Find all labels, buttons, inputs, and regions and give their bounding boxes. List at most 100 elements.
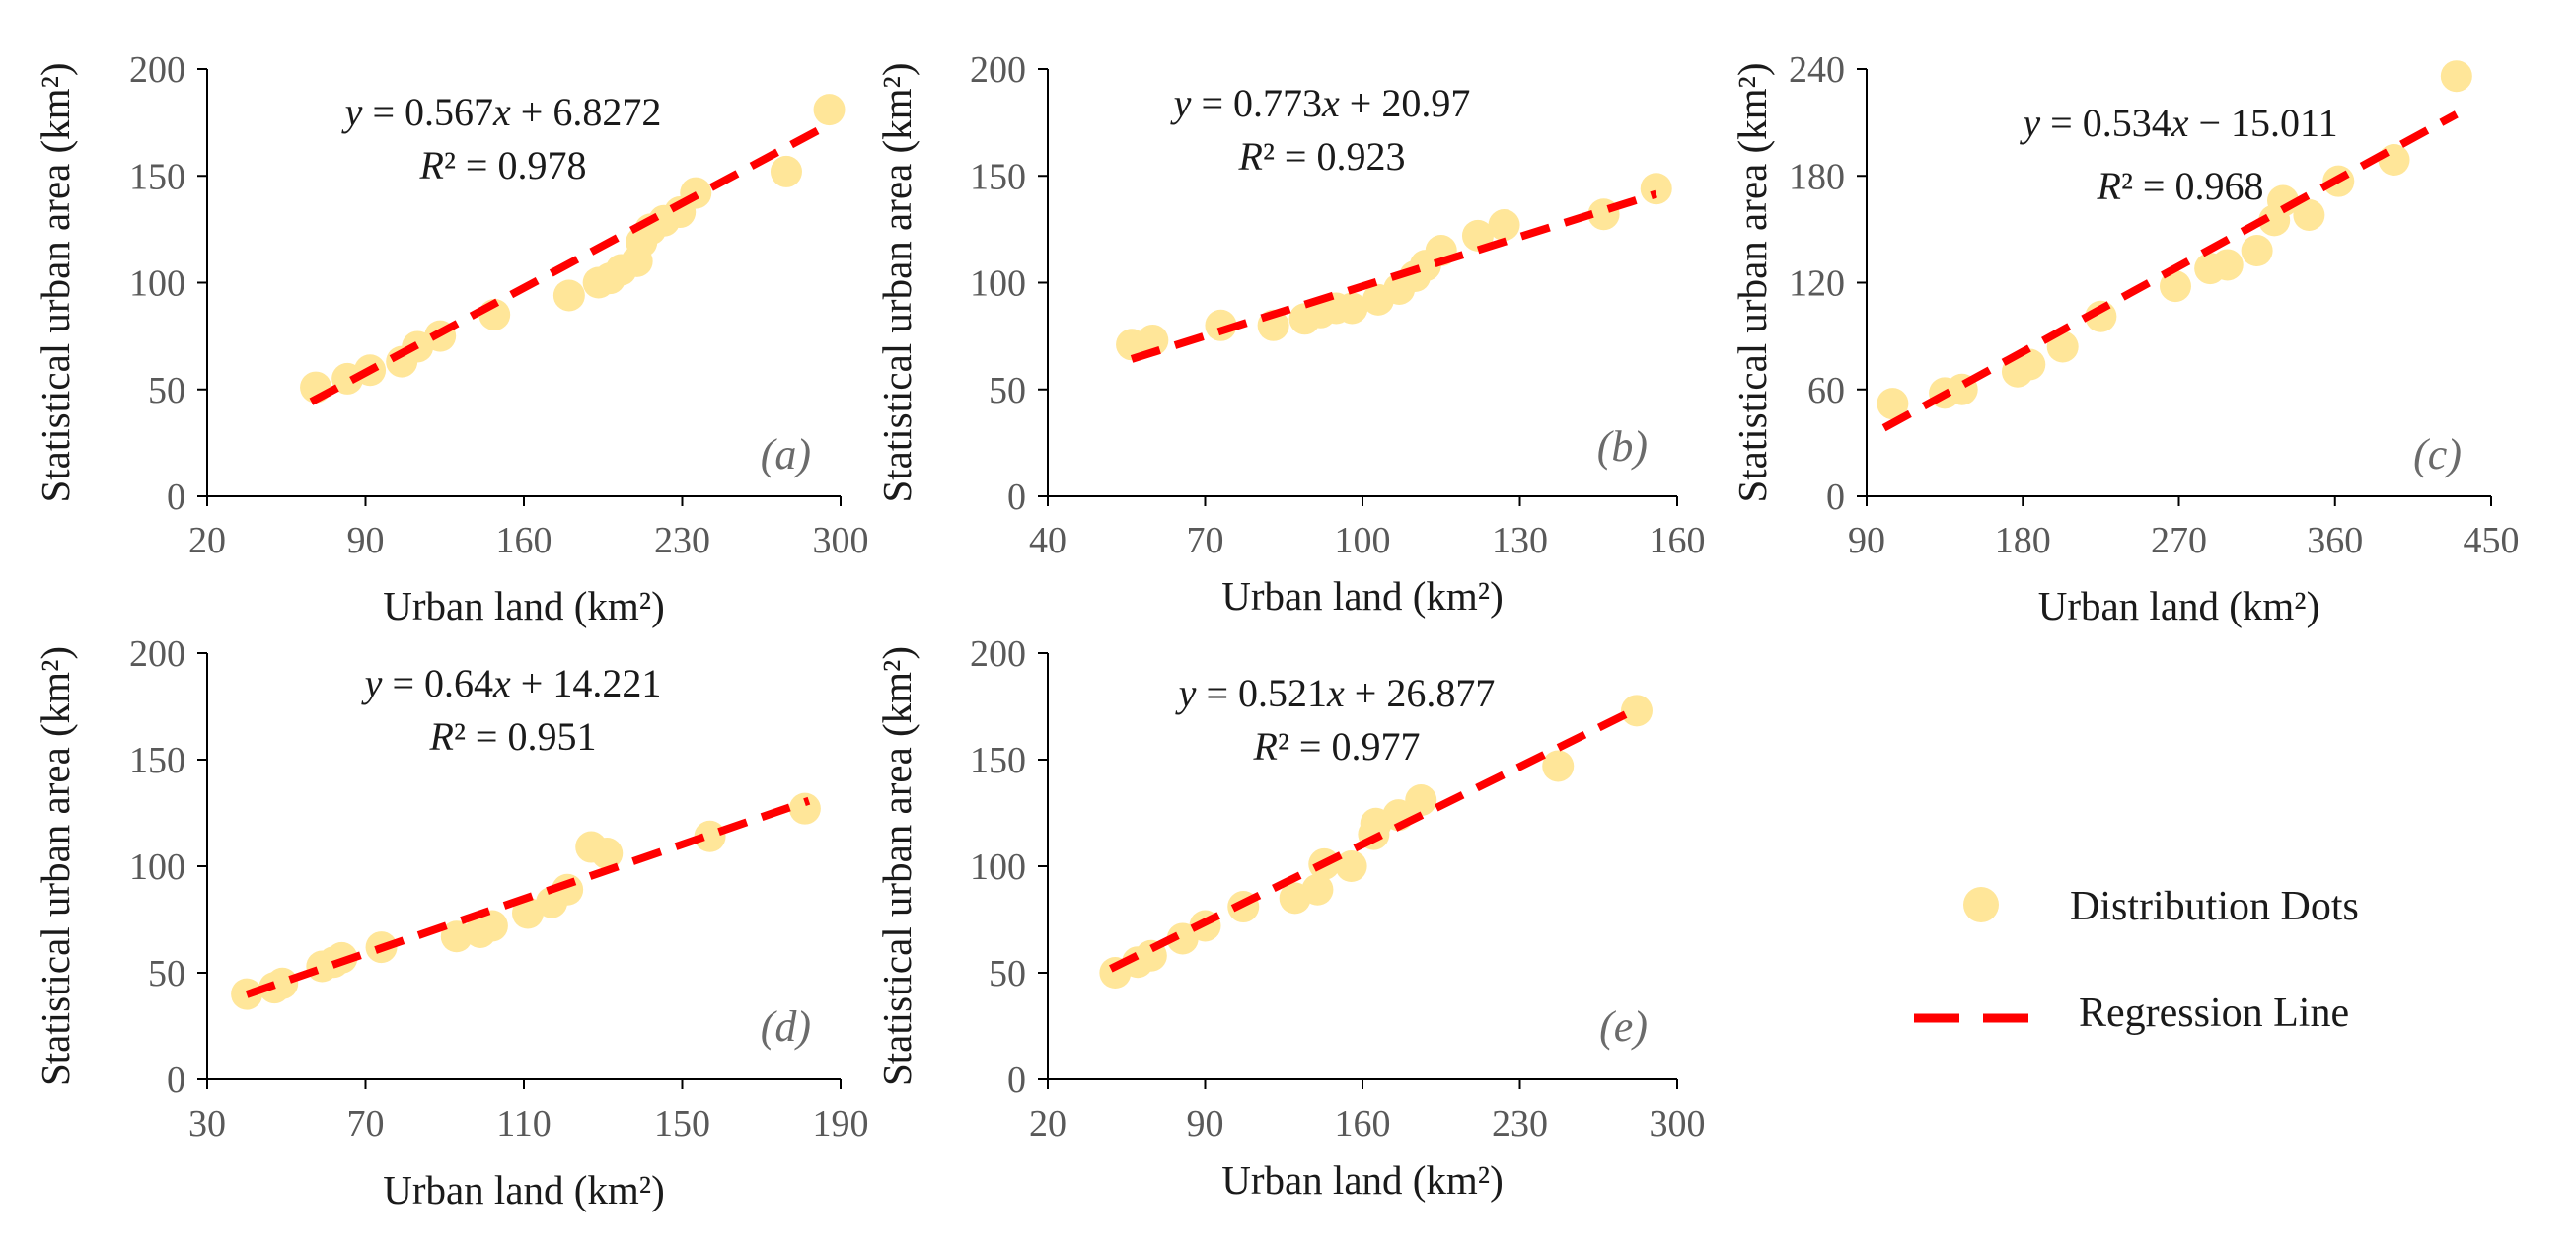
regression-line bbox=[245, 796, 811, 998]
regression-line bbox=[1109, 705, 1639, 973]
panel-label: (d) bbox=[761, 1002, 811, 1051]
y-axis-label: Statistical urban area (km²) bbox=[874, 62, 920, 502]
r-squared: R² = 0.923 bbox=[1238, 134, 1406, 179]
x-tick-label: 160 bbox=[496, 520, 552, 561]
y-tick-label: 50 bbox=[148, 370, 185, 411]
data-point bbox=[1336, 292, 1368, 325]
x-tick-label: 300 bbox=[813, 520, 869, 561]
y-tick-label: 50 bbox=[148, 953, 185, 994]
y-tick-label: 150 bbox=[129, 156, 185, 197]
r-squared: R² = 0.968 bbox=[2097, 164, 2264, 208]
x-tick-label: 190 bbox=[813, 1103, 869, 1144]
regression-line bbox=[309, 120, 832, 405]
x-tick-label: 40 bbox=[1029, 520, 1067, 561]
data-point bbox=[552, 279, 585, 312]
x-tick-label: 30 bbox=[188, 1103, 226, 1144]
x-tick-label: 20 bbox=[1029, 1103, 1067, 1144]
panel-label: (b) bbox=[1597, 422, 1648, 471]
data-point bbox=[2241, 235, 2273, 267]
data-point bbox=[591, 838, 624, 870]
regression-equation: y = 0.64x + 14.221 bbox=[361, 661, 662, 705]
y-tick-label: 150 bbox=[129, 740, 185, 781]
data-point bbox=[1137, 324, 1169, 356]
y-axis-label: Statistical urban area (km²) bbox=[33, 62, 78, 502]
regression-equation: y = 0.534x − 15.011 bbox=[2019, 101, 2337, 145]
regression-equation: y = 0.521x + 26.877 bbox=[1175, 671, 1496, 715]
x-tick-label: 360 bbox=[2307, 520, 2363, 561]
x-axis-label: Urban land (km²) bbox=[383, 583, 665, 628]
data-point bbox=[1620, 695, 1653, 727]
y-tick-label: 200 bbox=[129, 633, 185, 675]
x-tick-label: 160 bbox=[1650, 520, 1706, 561]
data-point bbox=[1301, 873, 1334, 906]
x-tick-label: 100 bbox=[1335, 520, 1391, 561]
x-tick-label: 180 bbox=[1995, 520, 2051, 561]
panel-label: (c) bbox=[2413, 430, 2462, 478]
r-squared: R² = 0.977 bbox=[1253, 724, 1421, 769]
data-point bbox=[440, 920, 473, 953]
y-tick-label: 200 bbox=[970, 633, 1026, 675]
y-tick-label: 200 bbox=[129, 49, 185, 91]
x-tick-label: 270 bbox=[2151, 520, 2207, 561]
x-tick-label: 70 bbox=[1187, 520, 1224, 561]
chart-panel-d: 0 50 100 150 200 30 70 110 150 190 Urban land (km²… bbox=[33, 633, 869, 1212]
data-point bbox=[2378, 144, 2410, 177]
panel-label: (a) bbox=[761, 430, 811, 478]
y-tick-label: 60 bbox=[1807, 370, 1845, 411]
y-tick-label: 100 bbox=[129, 263, 185, 305]
x-axis-label: Urban land (km²) bbox=[383, 1167, 665, 1212]
data-point bbox=[1405, 784, 1437, 817]
x-tick-label: 90 bbox=[1848, 520, 1885, 561]
x-tick-label: 20 bbox=[188, 520, 226, 561]
y-tick-label: 100 bbox=[970, 846, 1026, 888]
y-axis-label: Statistical urban area (km²) bbox=[1730, 62, 1775, 502]
data-point bbox=[770, 155, 802, 187]
regression-equation: y = 0.567x + 6.8272 bbox=[341, 90, 662, 134]
y-tick-label: 50 bbox=[989, 953, 1026, 994]
data-point bbox=[476, 910, 508, 942]
data-point bbox=[813, 94, 846, 126]
data-point bbox=[1640, 173, 1672, 205]
y-tick-label: 150 bbox=[970, 740, 1026, 781]
x-tick-label: 230 bbox=[654, 520, 710, 561]
chart-panel-e: 0 50 100 150 200 20 90 160 230 300 Urban land (km²… bbox=[874, 633, 1706, 1203]
legend-dots-label: Distribution Dots bbox=[2070, 884, 2359, 929]
y-tick-label: 100 bbox=[129, 846, 185, 888]
legend-dot-marker bbox=[1963, 887, 1999, 922]
regression-line bbox=[1881, 110, 2459, 432]
data-point bbox=[1488, 209, 1520, 242]
data-point bbox=[552, 873, 584, 906]
x-tick-label: 90 bbox=[1187, 1103, 1224, 1144]
x-axis-label: Urban land (km²) bbox=[2038, 583, 2320, 628]
y-tick-label: 150 bbox=[970, 156, 1026, 197]
regression-line bbox=[1130, 189, 1657, 363]
chart-panel-c: 0 60 120 180 240 90 180 270 360 450 Urban land (km… bbox=[1730, 49, 2520, 628]
r-squared: R² = 0.978 bbox=[419, 143, 587, 187]
y-tick-label: 200 bbox=[970, 49, 1026, 91]
x-axis-label: Urban land (km²) bbox=[1221, 573, 1504, 619]
y-tick-label: 0 bbox=[167, 1060, 185, 1101]
x-tick-label: 160 bbox=[1335, 1103, 1391, 1144]
chart-panel-b: 0 50 100 150 200 40 70 100 130 160 Urban land (km²… bbox=[874, 49, 1706, 619]
data-point bbox=[2159, 270, 2191, 303]
y-tick-label: 180 bbox=[1789, 156, 1845, 197]
x-tick-label: 90 bbox=[347, 520, 385, 561]
x-tick-label: 230 bbox=[1492, 1103, 1548, 1144]
x-tick-label: 130 bbox=[1492, 520, 1548, 561]
r-squared: R² = 0.951 bbox=[429, 714, 597, 759]
y-axis-label: Statistical urban area (km²) bbox=[33, 646, 78, 1086]
data-point bbox=[512, 897, 545, 929]
y-tick-label: 0 bbox=[167, 477, 185, 518]
chart-panel-a: 0 50 100 150 200 20 90 160 230 300 Urban land (km²… bbox=[33, 49, 869, 628]
data-point bbox=[1542, 750, 1575, 782]
data-point bbox=[1335, 850, 1367, 882]
regression-equation: y = 0.773x + 20.97 bbox=[1170, 81, 1471, 125]
data-point bbox=[788, 792, 821, 825]
x-tick-label: 70 bbox=[347, 1103, 385, 1144]
y-tick-label: 50 bbox=[989, 370, 1026, 411]
y-tick-label: 120 bbox=[1789, 263, 1845, 305]
y-tick-label: 100 bbox=[970, 263, 1026, 305]
legend: Distribution Dots Regression Line bbox=[1914, 884, 2359, 1036]
y-tick-label: 0 bbox=[1007, 477, 1026, 518]
